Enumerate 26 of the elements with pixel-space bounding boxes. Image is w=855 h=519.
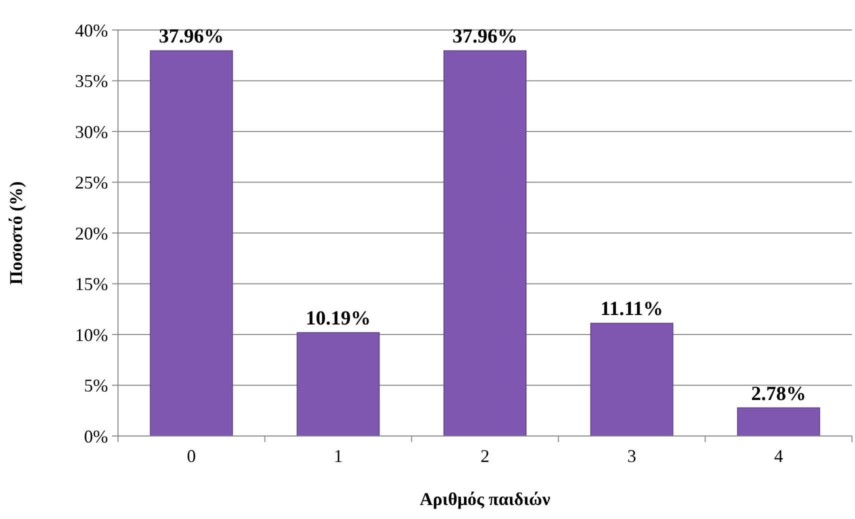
- y-tick-label: 5%: [84, 376, 108, 396]
- y-tick-label: 20%: [75, 223, 108, 244]
- bar: [443, 50, 527, 436]
- y-tick-label: 40%: [75, 20, 108, 40]
- x-axis-title: Αριθμός παιδιών: [420, 489, 550, 509]
- data-label: 37.96%: [158, 26, 224, 48]
- x-tick-label: 2: [480, 446, 490, 466]
- data-label: 11.11%: [600, 298, 664, 320]
- x-tick-label: 4: [774, 446, 784, 466]
- x-tick-label: 0: [186, 446, 196, 466]
- bar: [737, 407, 820, 436]
- y-tick-label: 35%: [75, 71, 108, 92]
- data-label: 37.96%: [452, 26, 518, 48]
- data-label: 10.19%: [306, 308, 371, 330]
- y-tick-label: 0%: [84, 426, 108, 446]
- bar: [150, 50, 233, 436]
- y-axis-title: Ποσοστό (%): [6, 181, 26, 285]
- y-tick-label: 30%: [75, 122, 108, 142]
- x-tick-label: 3: [627, 446, 636, 466]
- bar: [296, 332, 380, 436]
- x-tick-label: 1: [334, 446, 343, 466]
- data-label: 2.78%: [751, 382, 806, 405]
- bar: [590, 322, 674, 436]
- y-tick-label: 15%: [75, 274, 108, 294]
- y-tick-label: 10%: [75, 324, 108, 345]
- y-tick-label: 25%: [75, 172, 108, 193]
